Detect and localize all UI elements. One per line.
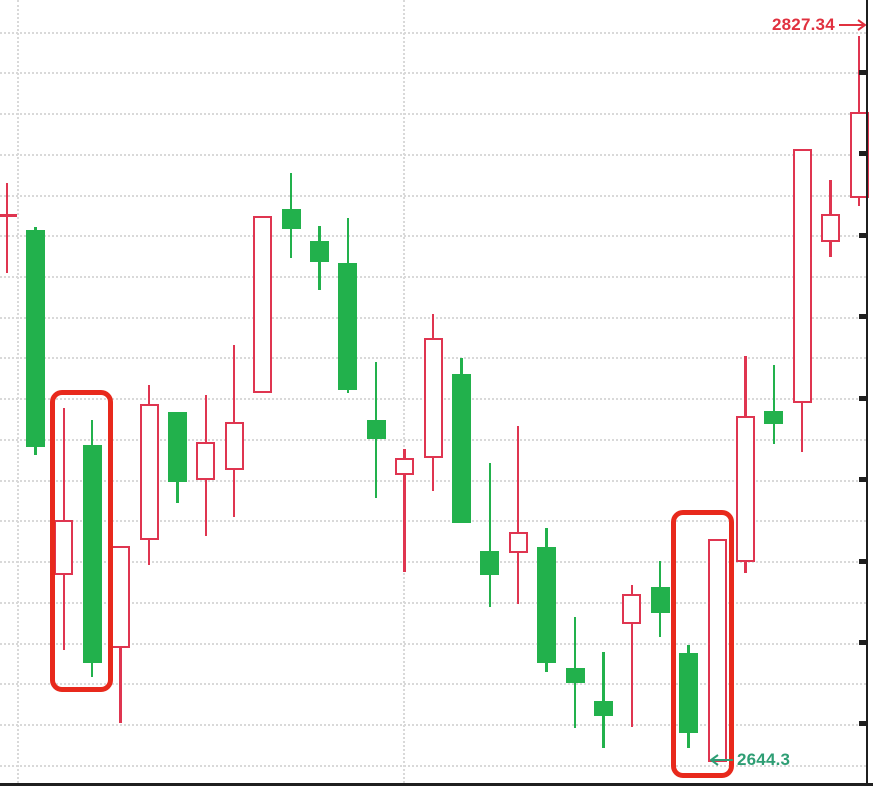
candle-body-down xyxy=(650,587,670,613)
candle-wick xyxy=(630,585,634,728)
candle-body-down xyxy=(480,550,500,575)
candle-body-up xyxy=(139,403,159,540)
right-axis-tick xyxy=(858,151,866,157)
candle-body-down xyxy=(167,412,187,482)
gridline-horizontal xyxy=(0,764,866,767)
candle-wick xyxy=(403,449,406,573)
candle-body-down xyxy=(25,230,45,448)
candle-body-up xyxy=(735,416,755,563)
candle-body-down xyxy=(451,374,471,524)
candle-body-up xyxy=(622,593,642,624)
candle-body-up xyxy=(196,441,216,480)
gridline-horizontal xyxy=(0,194,866,197)
low-price-value: 2644.3 xyxy=(737,750,791,769)
candle-body-down xyxy=(281,209,301,229)
high-price-label: 2827.34 xyxy=(772,15,866,35)
right-axis-tick xyxy=(858,232,866,238)
right-axis-tick xyxy=(858,395,866,401)
right-axis-tick xyxy=(858,721,866,727)
candle-wick xyxy=(488,462,492,607)
gridline-horizontal xyxy=(0,276,866,279)
candle-body-up xyxy=(508,531,528,553)
gridline-horizontal xyxy=(0,520,866,523)
highlight-box-left xyxy=(50,390,113,692)
candle-wick xyxy=(602,652,605,749)
gridline-horizontal xyxy=(0,683,866,686)
candle-wick xyxy=(516,426,520,605)
right-axis-tick xyxy=(858,69,866,75)
gridline-horizontal xyxy=(0,153,866,156)
candle-body-up xyxy=(54,520,74,575)
candle-body-up xyxy=(224,422,244,471)
bottom-axis-border xyxy=(0,783,873,786)
gridline-vertical xyxy=(403,0,405,783)
candle-wick xyxy=(5,182,9,273)
low-price-label: 2644.3 xyxy=(710,750,790,770)
highlight-box-right xyxy=(671,510,734,778)
gridline-vertical xyxy=(17,0,19,783)
candle-body-down xyxy=(565,668,585,684)
candle-body-up xyxy=(792,148,812,404)
candle-body-down xyxy=(82,445,102,663)
right-axis-tick xyxy=(858,640,866,645)
right-axis-border xyxy=(865,0,868,786)
right-axis-tick xyxy=(858,558,866,564)
gridline-horizontal xyxy=(0,72,866,75)
gridline-horizontal xyxy=(0,31,866,34)
arrow-right-icon xyxy=(838,19,866,31)
candle-body-down xyxy=(366,420,386,440)
gridline-horizontal xyxy=(0,113,866,116)
candle-body-up xyxy=(111,545,131,649)
gridline-horizontal xyxy=(0,601,866,604)
high-price-value: 2827.34 xyxy=(772,15,835,34)
candle-body-up xyxy=(423,338,443,459)
gridline-horizontal xyxy=(0,642,866,645)
right-axis-tick xyxy=(858,314,866,320)
candle-body-down xyxy=(764,410,784,425)
gridline-horizontal xyxy=(0,235,866,238)
gridline-horizontal xyxy=(0,561,866,564)
candle-body-down xyxy=(338,263,358,390)
candle-body-down xyxy=(537,547,557,663)
candle-body-doji xyxy=(0,214,17,218)
candle-body-up xyxy=(395,458,415,475)
right-axis-tick xyxy=(858,477,866,483)
candle-wick xyxy=(772,364,776,444)
candle-body-down xyxy=(309,240,329,262)
candle-body-down xyxy=(679,652,699,734)
arrow-left-icon xyxy=(710,754,733,766)
gridline-horizontal xyxy=(0,723,866,726)
candle-body-up xyxy=(821,213,841,243)
candle-body-up xyxy=(253,215,273,394)
candle-body-down xyxy=(593,700,613,716)
